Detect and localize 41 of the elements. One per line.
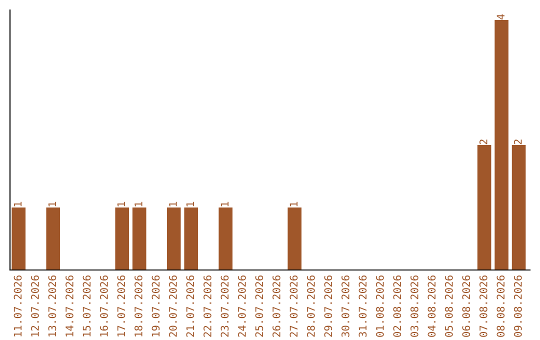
x-tick-label: 01.08.2026 [376,276,384,337]
x-tick-label: 22.07.2026 [204,276,212,337]
x-tick-label: 23.07.2026 [220,276,229,337]
x-tick-label: 17.07.2026 [117,276,126,336]
x-tick-label: 28.07.2026 [306,276,315,337]
x-tick-label: 14.07.2026 [66,276,74,336]
x-tick-label: 26.07.2026 [272,276,280,337]
x-tick-label: 09.08.2026 [514,276,522,337]
x-tick-label: 24.07.2026 [238,276,246,337]
x-tick-label: 02.08.2026 [393,276,402,337]
x-tick-label: 31.07.2026 [358,276,367,337]
x-tick-label: 27.07.2026 [290,276,298,337]
x-tick-label: 29.07.2026 [324,276,332,337]
x-tick-label: 06.08.2026 [462,276,470,337]
data-label: 2 [479,140,488,144]
x-tick-label: 05.08.2026 [444,276,453,337]
x-tick-label: 13.07.2026 [48,276,56,336]
x-tick-label: 15.07.2026 [82,276,91,336]
x-tick-label: 07.08.2026 [479,276,488,337]
data-label: 1 [290,202,298,206]
x-tick-label: 21.07.2026 [186,276,194,337]
data-label: 1 [220,202,228,206]
data-label: 1 [134,202,142,206]
x-tick-label: 16.07.2026 [100,276,108,336]
x-tick-label: 30.07.2026 [341,276,350,337]
x-tick-label: 04.08.2026 [428,276,436,337]
data-label: 1 [186,202,194,206]
data-label: 4 [496,14,504,20]
data-label: 1 [117,202,126,206]
x-tick-label: 11.07.2026 [14,276,22,336]
x-tick-label: 18.07.2026 [134,276,142,336]
x-tick-label: 25.07.2026 [255,276,264,337]
data-label: 2 [514,140,522,144]
data-label: 1 [169,202,177,206]
x-tick-label: 19.07.2026 [152,276,160,336]
x-tick-label: 12.07.2026 [31,276,39,336]
data-label: 1 [14,202,22,206]
x-tick-label: 08.08.2026 [496,276,505,337]
data-label: 1 [48,202,56,206]
x-tick-label: 20.07.2026 [169,276,177,337]
x-tick-label: 03.08.2026 [410,276,418,337]
